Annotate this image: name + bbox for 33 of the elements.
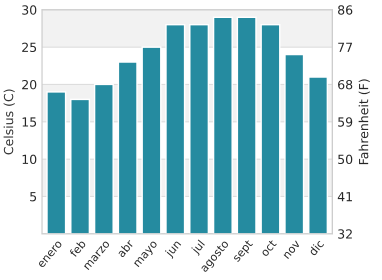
bar [284, 54, 304, 234]
y2-tick-label: 32 [338, 229, 352, 239]
bar [260, 24, 280, 234]
bar [118, 61, 138, 234]
y2-tick-label: 50 [338, 154, 352, 164]
x-tick-label: jun [164, 239, 183, 259]
y2-tick-label: 41 [338, 192, 352, 202]
y2-tick-label: 68 [338, 80, 352, 90]
bar [70, 98, 90, 234]
bar [308, 76, 328, 234]
bar [189, 24, 210, 234]
x-tick-label: oct [260, 239, 277, 257]
y2-tick-label: 77 [338, 42, 352, 52]
y-tick-label: 25 [22, 42, 36, 52]
x-tick-label: abr [116, 238, 134, 258]
bar [142, 46, 162, 234]
y-tick-label: 30 [22, 5, 36, 15]
y-tick-label: 10 [22, 154, 36, 164]
x-tick-label: dic [308, 239, 324, 256]
y-tick-label: 15 [22, 117, 36, 127]
x-tick-label: nov [283, 240, 301, 260]
y2-axis-title: Fahrenheit (F) [358, 79, 370, 164]
bar [46, 91, 66, 234]
y-axis-title: Celsius (C) [4, 89, 15, 154]
bar [212, 16, 233, 234]
y2-tick-label: 86 [338, 5, 352, 15]
bar [236, 16, 257, 234]
y-tick-label: 5 [30, 192, 36, 202]
y-tick-label: 20 [22, 80, 36, 90]
y2-tick-label: 59 [338, 117, 352, 127]
x-tick-label: feb [68, 239, 86, 258]
bar [165, 24, 186, 234]
bar [94, 84, 114, 234]
